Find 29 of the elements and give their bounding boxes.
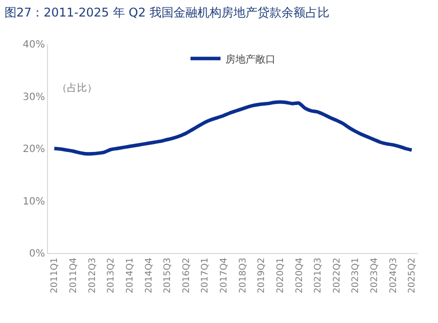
x-tick-label: 2011Q1 xyxy=(50,258,60,294)
x-tick-label: 2015Q3 xyxy=(163,258,174,294)
x-tick-label: 2014Q1 xyxy=(125,258,136,294)
x-tick-label: 2024Q3 xyxy=(388,258,399,294)
chart-title: 图27：2011-2025 年 Q2 我国金融机构房地产贷款余额占比 xyxy=(4,5,330,20)
x-tick-label: 2018Q3 xyxy=(238,258,248,294)
y-tick-label: 30% xyxy=(22,92,45,103)
x-tick-label: 2022Q2 xyxy=(332,258,342,294)
x-tick-label: 2023Q4 xyxy=(370,257,380,294)
x-tick-label: 2019Q2 xyxy=(257,258,268,294)
x-tick-label: 2020Q4 xyxy=(294,257,305,294)
x-tick-label: 2021Q3 xyxy=(314,258,324,294)
legend-label: 房地产敞口 xyxy=(226,53,276,66)
line-series xyxy=(52,100,414,156)
y-tick-label: 40% xyxy=(22,40,45,50)
x-tick-label: 2020Q1 xyxy=(276,258,286,294)
x-tick-label: 2025Q2 xyxy=(408,258,418,294)
y-tick-label: 0% xyxy=(29,248,45,260)
x-tick-label: 2017Q1 xyxy=(200,258,211,294)
x-tick-label: 2012Q3 xyxy=(88,258,98,294)
x-tick-label: 2016Q2 xyxy=(182,258,192,294)
y-tick-label: 10% xyxy=(22,196,45,208)
y-axis-title: （占比） xyxy=(57,82,97,94)
x-tick-label: 2023Q1 xyxy=(351,258,362,294)
x-tick-label: 2014Q4 xyxy=(144,257,154,294)
x-tick-label: 2011Q4 xyxy=(69,257,80,294)
x-tick-label: 2017Q4 xyxy=(220,257,230,294)
x-tick-label: 2013Q2 xyxy=(106,258,117,294)
y-tick-label: 20% xyxy=(22,144,45,155)
